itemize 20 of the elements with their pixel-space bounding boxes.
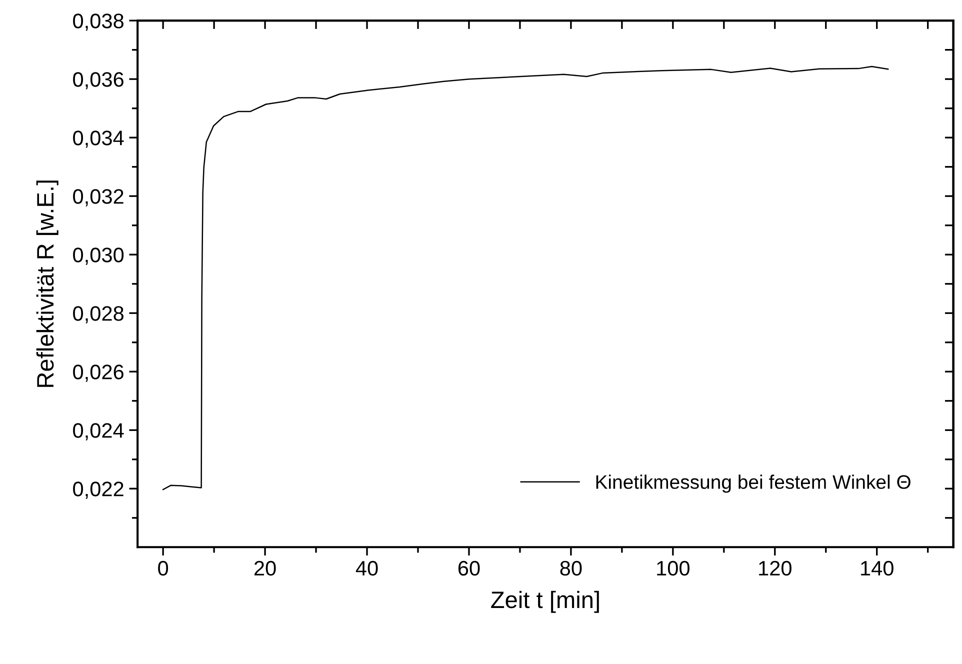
legend-label: Kinetikmessung bei festem Winkel Θ <box>596 474 910 493</box>
y-tick-label: 0,038 <box>73 14 124 31</box>
y-tick-label: 0,024 <box>73 423 124 440</box>
y-tick-label: 0,022 <box>73 482 124 499</box>
y-tick-label: 0,036 <box>73 72 124 90</box>
y-tick-label: 0,032 <box>73 189 124 206</box>
x-tick-label: 20 <box>254 560 276 576</box>
y-tick-label: 0,028 <box>73 306 124 324</box>
x-tick-label: 80 <box>560 560 582 576</box>
y-tick-label: 0,026 <box>73 364 124 382</box>
x-tick-label: 100 <box>657 560 690 576</box>
y-tick-label: 0,030 <box>73 248 124 265</box>
x-tick-label: 40 <box>356 560 378 576</box>
x-tick-label: 60 <box>458 560 480 576</box>
y-axis-title: Reflektivität R [w.E.] <box>36 180 58 387</box>
x-tick-label: 0 <box>158 560 168 576</box>
x-tick-label: 140 <box>861 560 894 576</box>
x-tick-label: 120 <box>759 560 792 576</box>
y-tick-label: 0,034 <box>73 130 124 148</box>
x-axis-title: Zeit t [min] <box>491 590 599 613</box>
